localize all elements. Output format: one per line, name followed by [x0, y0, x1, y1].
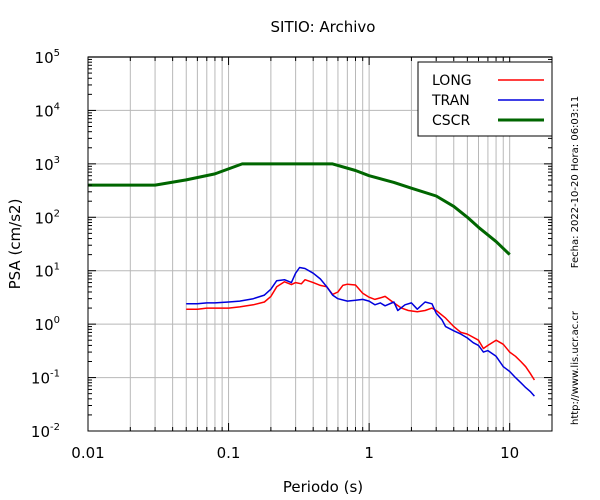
- series-line-cscr: [88, 162, 511, 256]
- y-tick-label: 10-1: [31, 369, 60, 388]
- x-axis-label: Periodo (s): [283, 478, 363, 496]
- y-axis-ticks: 10-2 10-1 100 101 102 103 104 105: [31, 48, 552, 441]
- y-tick-label: 102: [35, 208, 60, 227]
- x-axis-ticks: 0.01 0.1 1 10: [71, 57, 553, 462]
- y-axis-label: PSA (cm/s2): [6, 199, 24, 290]
- series-line-tran: [186, 266, 535, 397]
- legend-box: [417, 61, 553, 137]
- x-tick-label: 1: [364, 444, 374, 462]
- series-line-long: [186, 278, 536, 381]
- y-tick-label: 10-2: [31, 422, 60, 441]
- url-annotation: http://www.lis.ucr.ac.cr: [570, 310, 581, 425]
- grid-lines: [87, 56, 553, 432]
- legend-items: LONG TRAN CSCR: [431, 73, 544, 129]
- chart-title: SITIO: Archivo: [271, 18, 376, 36]
- y-tick-label: 103: [35, 155, 60, 174]
- date-time-annotation: Fecha: 2022-10-20 Hora: 06:03:11: [570, 96, 581, 269]
- legend-label-cscr: CSCR: [432, 113, 470, 129]
- y-tick-label: 105: [35, 48, 60, 67]
- x-tick-label: 0.1: [217, 444, 241, 462]
- x-tick-label: 10: [500, 444, 519, 462]
- y-tick-label: 100: [35, 315, 60, 334]
- legend-label-tran: TRAN: [431, 93, 470, 109]
- legend-label-long: LONG: [432, 73, 472, 89]
- x-tick-label: 0.01: [71, 444, 104, 462]
- y-tick-label: 101: [35, 262, 60, 281]
- legend: LONG TRAN CSCR: [417, 61, 553, 137]
- series-layer: [88, 162, 536, 397]
- y-tick-label: 104: [35, 101, 60, 120]
